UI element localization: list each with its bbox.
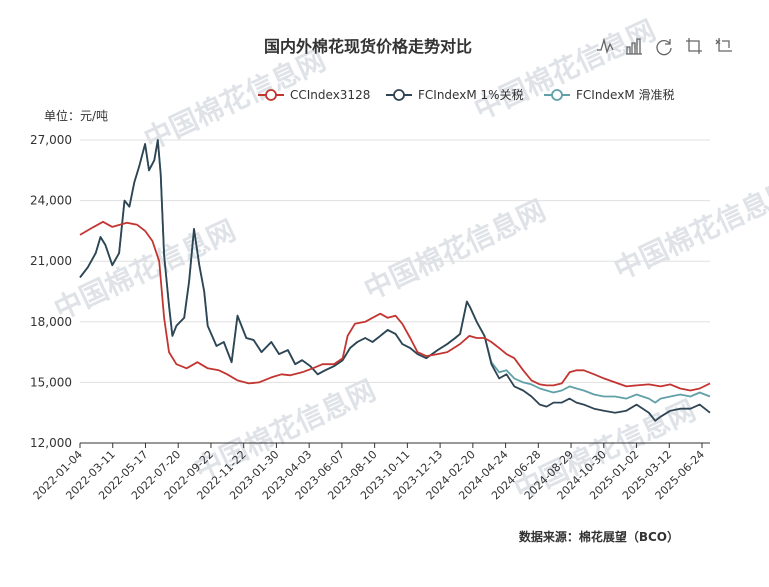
unit-label: 单位：元/吨 [44, 108, 108, 123]
y-tick-label: 24,000 [30, 194, 72, 208]
zoom-icon[interactable] [684, 36, 704, 56]
restore-icon[interactable] [654, 36, 674, 56]
legend-item[interactable]: FCIndexM 滑准税 [544, 88, 675, 102]
watermark-text: 中国棉花信息网 [359, 194, 551, 307]
legend: CCIndex3128 FCIndexM 1%关税 FCIndexM 滑准税 [258, 88, 675, 102]
y-tick-label: 15,000 [30, 375, 72, 389]
y-tick-label: 18,000 [30, 315, 72, 329]
chart-title: 国内外棉花现货价格走势对比 [264, 37, 472, 56]
series-layer [79, 139, 711, 422]
watermark-text: 中国棉花信息网 [469, 14, 661, 127]
watermark-text: 中国棉花信息网 [609, 174, 769, 287]
series-line-1 [79, 220, 711, 392]
legend-label: FCIndexM 1%关税 [418, 88, 524, 102]
legend-item[interactable]: CCIndex3128 [258, 88, 370, 102]
y-tick-label: 27,000 [30, 133, 72, 147]
line-chart-icon[interactable] [595, 36, 615, 56]
legend-label: CCIndex3128 [290, 88, 370, 102]
series-line-2 [79, 139, 711, 422]
y-tick-label: 21,000 [30, 254, 72, 268]
zoom-reset-icon[interactable] [714, 36, 734, 56]
bar-chart-icon[interactable] [624, 36, 644, 56]
toolbox [595, 36, 734, 56]
source-note: 数据来源：棉花展望（BCO） [519, 529, 679, 544]
legend-item[interactable]: FCIndexM 1%关税 [386, 88, 524, 102]
legend-label: FCIndexM 滑准税 [576, 88, 675, 102]
y-tick-label: 12,000 [30, 436, 72, 450]
y-axis: 12,000 15,000 18,000 21,000 24,000 27,000 [30, 133, 72, 450]
